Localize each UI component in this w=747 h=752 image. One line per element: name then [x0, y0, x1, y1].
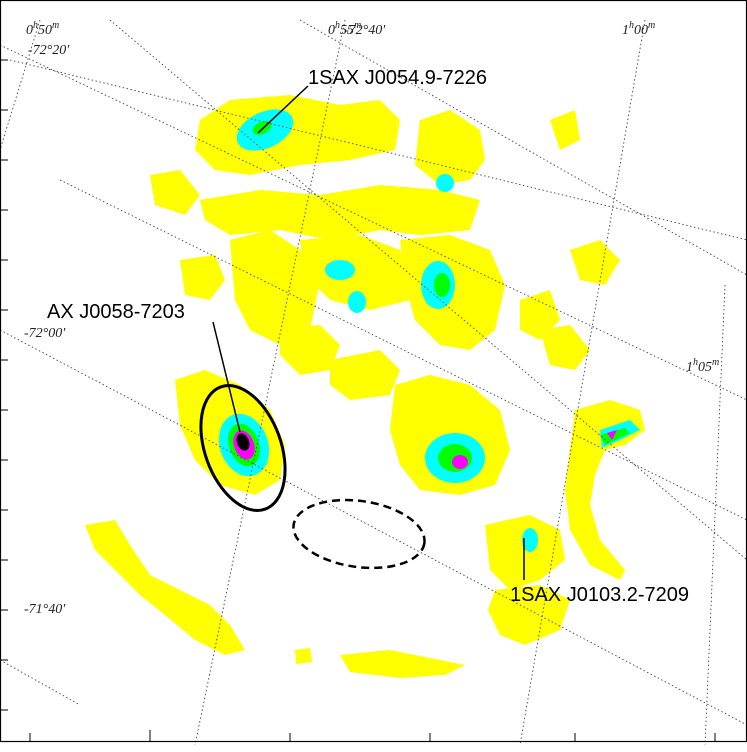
source-leader-line — [212, 321, 241, 433]
source-leader-line — [257, 85, 309, 134]
source-label-1sax-j0054: 1SAX J0054.9-7226 — [308, 67, 487, 89]
dec-label: -72°40′ — [344, 23, 386, 38]
ra-label: 1h00m — [622, 20, 655, 38]
emission-level-1 — [85, 95, 645, 678]
dec-label: -71°40′ — [24, 602, 66, 617]
coordinate-grid — [0, 19, 747, 746]
dec-label: -72°20′ — [28, 43, 70, 58]
source-label-1sax-j0103: 1SAX J0103.2-7209 — [510, 584, 689, 606]
dec-label: -72°00′ — [24, 326, 66, 341]
dashed-region-ellipse — [292, 498, 426, 570]
emission-peak — [236, 433, 250, 451]
ra-label: 1h05m — [686, 357, 719, 375]
ra-label: 0h55m — [328, 20, 361, 38]
source-error-ellipse — [199, 384, 287, 512]
source-label-ax-j0058: AX J0058-7203 — [47, 301, 185, 323]
ra-label: 0h50m — [26, 20, 59, 38]
